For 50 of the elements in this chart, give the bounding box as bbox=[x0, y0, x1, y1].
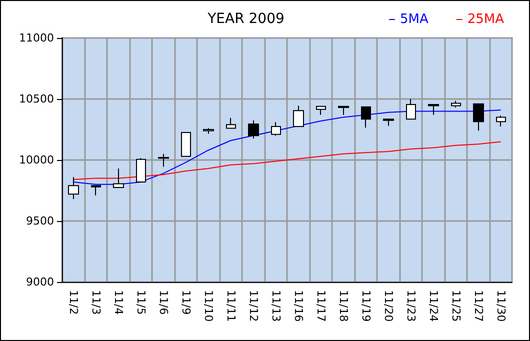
legend-label: 25MA bbox=[467, 12, 504, 27]
x-tick-label: 11/12 bbox=[246, 290, 260, 322]
x-tick-label: 11/27 bbox=[472, 290, 485, 322]
x-tick-label: 11/10 bbox=[202, 290, 215, 322]
candlestick bbox=[226, 117, 236, 129]
legend-label: 5MA bbox=[400, 12, 428, 27]
line-series bbox=[72, 109, 502, 185]
candlestick bbox=[248, 120, 259, 140]
candlestick bbox=[91, 185, 101, 196]
line-series bbox=[72, 141, 502, 180]
candlestick bbox=[473, 103, 484, 132]
candlestick bbox=[316, 106, 326, 116]
candlestick bbox=[451, 100, 461, 108]
candlestick bbox=[293, 105, 304, 127]
x-tick-label: 11/9 bbox=[179, 290, 192, 315]
x-tick-label: 11/3 bbox=[89, 290, 102, 315]
x-tick-label: 11/6 bbox=[156, 290, 170, 315]
candlestick bbox=[203, 128, 214, 134]
y-tick-label: 10000 bbox=[19, 154, 54, 166]
x-tick-label: 11/5 bbox=[134, 290, 148, 315]
candlestick bbox=[181, 132, 191, 157]
candlestick bbox=[383, 118, 394, 126]
candlestick bbox=[271, 122, 281, 136]
x-tick-label: 11/2 bbox=[66, 290, 80, 315]
candlestick bbox=[428, 104, 439, 116]
x-tick-label: 11/16 bbox=[292, 290, 305, 322]
y-tick-label: 9000 bbox=[26, 276, 54, 288]
x-tick-label: 11/18 bbox=[336, 290, 350, 322]
candlestick bbox=[158, 153, 169, 168]
x-tick-label: 11/30 bbox=[494, 290, 508, 322]
chart-title: YEAR 2009 bbox=[206, 11, 284, 27]
candlestick bbox=[361, 106, 371, 128]
x-tick-label: 11/17 bbox=[314, 290, 328, 322]
x-tick-label: 11/24 bbox=[426, 290, 440, 322]
x-tick-label: 11/19 bbox=[359, 290, 372, 322]
x-tick-label: 11/4 bbox=[112, 290, 125, 315]
candlestick bbox=[136, 158, 146, 184]
x-tick-label: 11/20 bbox=[382, 290, 395, 322]
x-tick-label: 11/25 bbox=[449, 290, 462, 322]
x-tick-label: 11/23 bbox=[404, 290, 418, 322]
candlestick bbox=[338, 106, 349, 116]
x-tick-label: 11/11 bbox=[224, 290, 238, 322]
candlestick bbox=[68, 176, 79, 200]
x-tick-label: 11/13 bbox=[269, 290, 282, 322]
y-tick-label: 11000 bbox=[19, 32, 54, 44]
y-tick-label: 10500 bbox=[19, 92, 54, 106]
y-tick-label: 9500 bbox=[26, 214, 54, 228]
candlestick bbox=[113, 168, 124, 188]
candlestick bbox=[406, 98, 416, 120]
candlestick bbox=[496, 114, 506, 127]
